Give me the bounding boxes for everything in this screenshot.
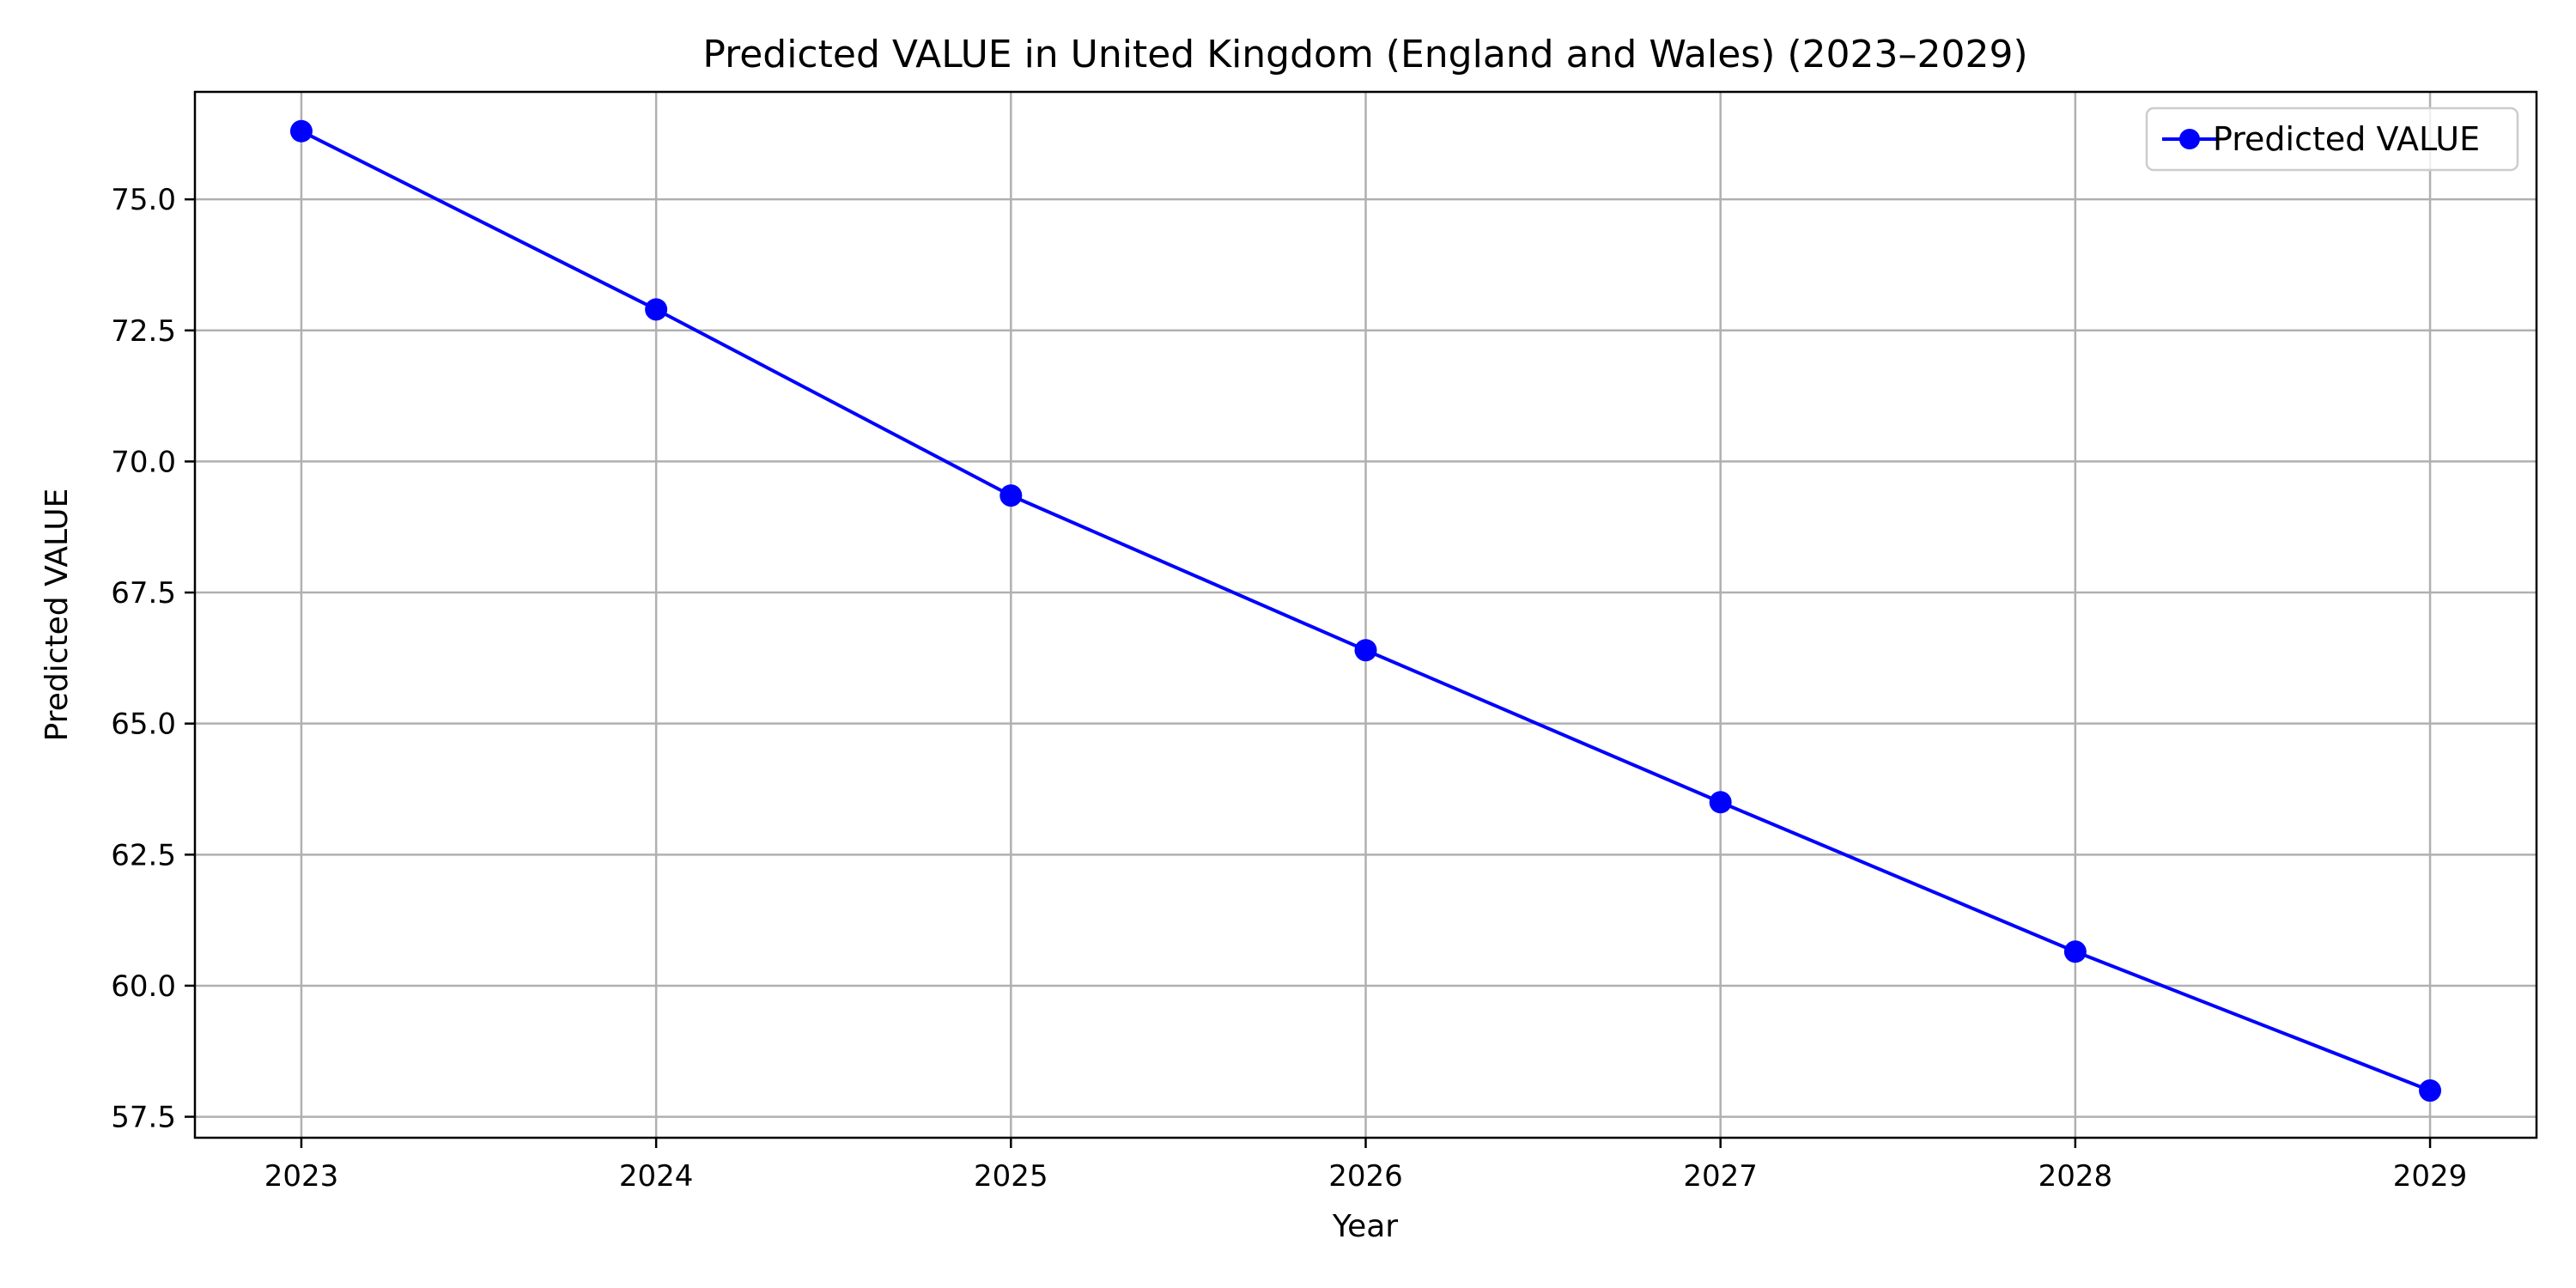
legend: Predicted VALUE — [2145, 106, 2519, 172]
y-axis-ticks: 57.5 60.0 62.5 65.0 67.5 70.0 72.5 75.0 — [111, 183, 195, 1135]
data-point — [1354, 639, 1377, 662]
data-point — [645, 298, 668, 321]
x-tick-label: 2029 — [2393, 1159, 2468, 1194]
x-tick-label: 2024 — [619, 1159, 694, 1194]
data-point — [2063, 940, 2087, 963]
series-layer — [289, 119, 2442, 1103]
y-tick-label: 67.5 — [111, 576, 176, 611]
legend-marker — [2179, 129, 2200, 149]
x-tick-label: 2027 — [1683, 1159, 1758, 1194]
y-tick-label: 75.0 — [111, 183, 176, 217]
y-tick-label: 72.5 — [111, 314, 176, 349]
legend-box — [2145, 106, 2519, 172]
y-tick-label: 60.0 — [111, 969, 176, 1004]
y-tick-label: 65.0 — [111, 708, 176, 742]
legend-label: Predicted VALUE — [2213, 120, 2480, 158]
x-tick-label: 2026 — [1328, 1159, 1403, 1194]
x-tick-label: 2025 — [974, 1159, 1048, 1194]
y-tick-label: 57.5 — [111, 1101, 176, 1135]
chart-title: Predicted VALUE in United Kingdom (Engla… — [702, 33, 2027, 76]
x-tick-label: 2028 — [2038, 1159, 2113, 1194]
x-tick-label: 2023 — [264, 1159, 339, 1194]
data-point — [289, 119, 313, 143]
grid-lines — [195, 92, 2537, 1138]
data-point — [2419, 1079, 2442, 1103]
data-point — [1709, 791, 1732, 814]
data-point — [999, 484, 1023, 507]
y-axis-label: Predicted VALUE — [39, 489, 75, 742]
y-tick-label: 62.5 — [111, 838, 176, 872]
x-axis-label: Year — [1332, 1209, 1398, 1244]
y-tick-label: 70.0 — [111, 445, 176, 479]
x-axis-ticks: 2023 2024 2025 2026 2027 2028 2029 — [264, 1138, 2468, 1194]
